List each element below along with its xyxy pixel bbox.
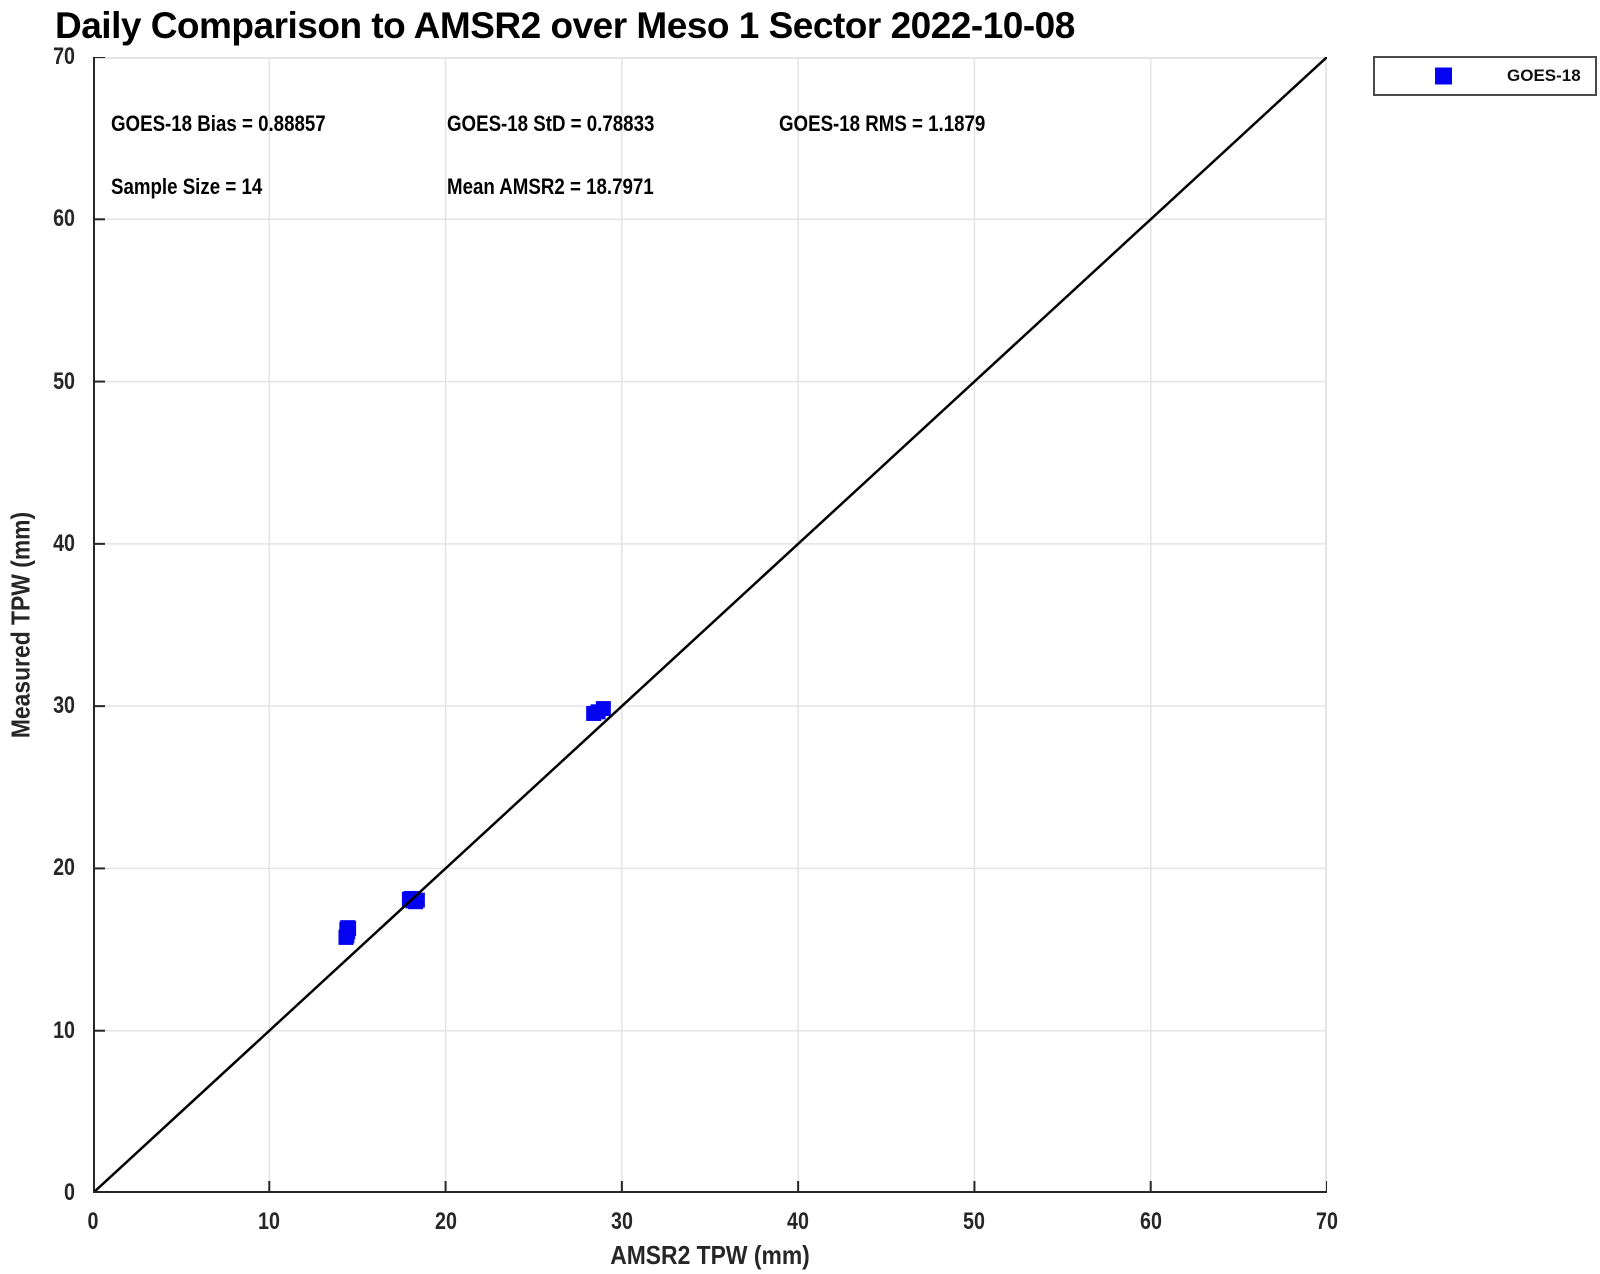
- x-tick-label: 30: [610, 1208, 633, 1235]
- x-axis-label: AMSR2 TPW (mm): [610, 1240, 810, 1270]
- y-axis-label: Measured TPW (mm): [5, 511, 36, 739]
- stat-annotation: Sample Size = 14: [110, 173, 262, 199]
- x-tick-label: 20: [434, 1208, 457, 1235]
- y-tick-label: 50: [53, 367, 75, 395]
- plot-area: GOES-18 Bias = 0.88857 GOES-18 StD = 0.78…: [93, 57, 1327, 1193]
- y-tick-label: 40: [53, 529, 75, 557]
- stat-annotation: GOES-18 Bias = 0.88857: [110, 110, 326, 136]
- y-tick-label: 30: [53, 692, 75, 720]
- y-tick-label: 20: [53, 854, 75, 882]
- x-tick-label: 50: [963, 1208, 986, 1235]
- y-tick-label: 0: [64, 1179, 75, 1206]
- chart-title: Daily Comparison to AMSR2 over Meso 1 Se…: [55, 5, 1075, 46]
- stat-annotation: GOES-18 RMS = 1.1879: [778, 110, 986, 136]
- x-tick-label: 70: [1316, 1208, 1338, 1235]
- x-tick-label: 60: [1139, 1208, 1162, 1235]
- legend: GOES-18: [1373, 56, 1597, 96]
- data-point: [595, 701, 611, 717]
- plot-svg: [93, 57, 1327, 1193]
- x-tick-label: 10: [258, 1208, 281, 1235]
- legend-series-label: GOES-18: [1507, 66, 1581, 85]
- x-tick-label: 0: [87, 1208, 99, 1235]
- stat-annotation: GOES-18 StD = 0.78833: [447, 110, 655, 136]
- y-tick-label: 60: [53, 205, 75, 233]
- identity-line: [93, 57, 1327, 1193]
- data-point: [340, 920, 356, 936]
- y-tick-label: 10: [53, 1016, 75, 1044]
- x-tick-label: 40: [787, 1208, 810, 1235]
- legend-marker-square-icon: [1435, 67, 1452, 85]
- y-tick-label: 70: [53, 43, 75, 70]
- stat-annotation: Mean AMSR2 = 18.7971: [447, 173, 654, 199]
